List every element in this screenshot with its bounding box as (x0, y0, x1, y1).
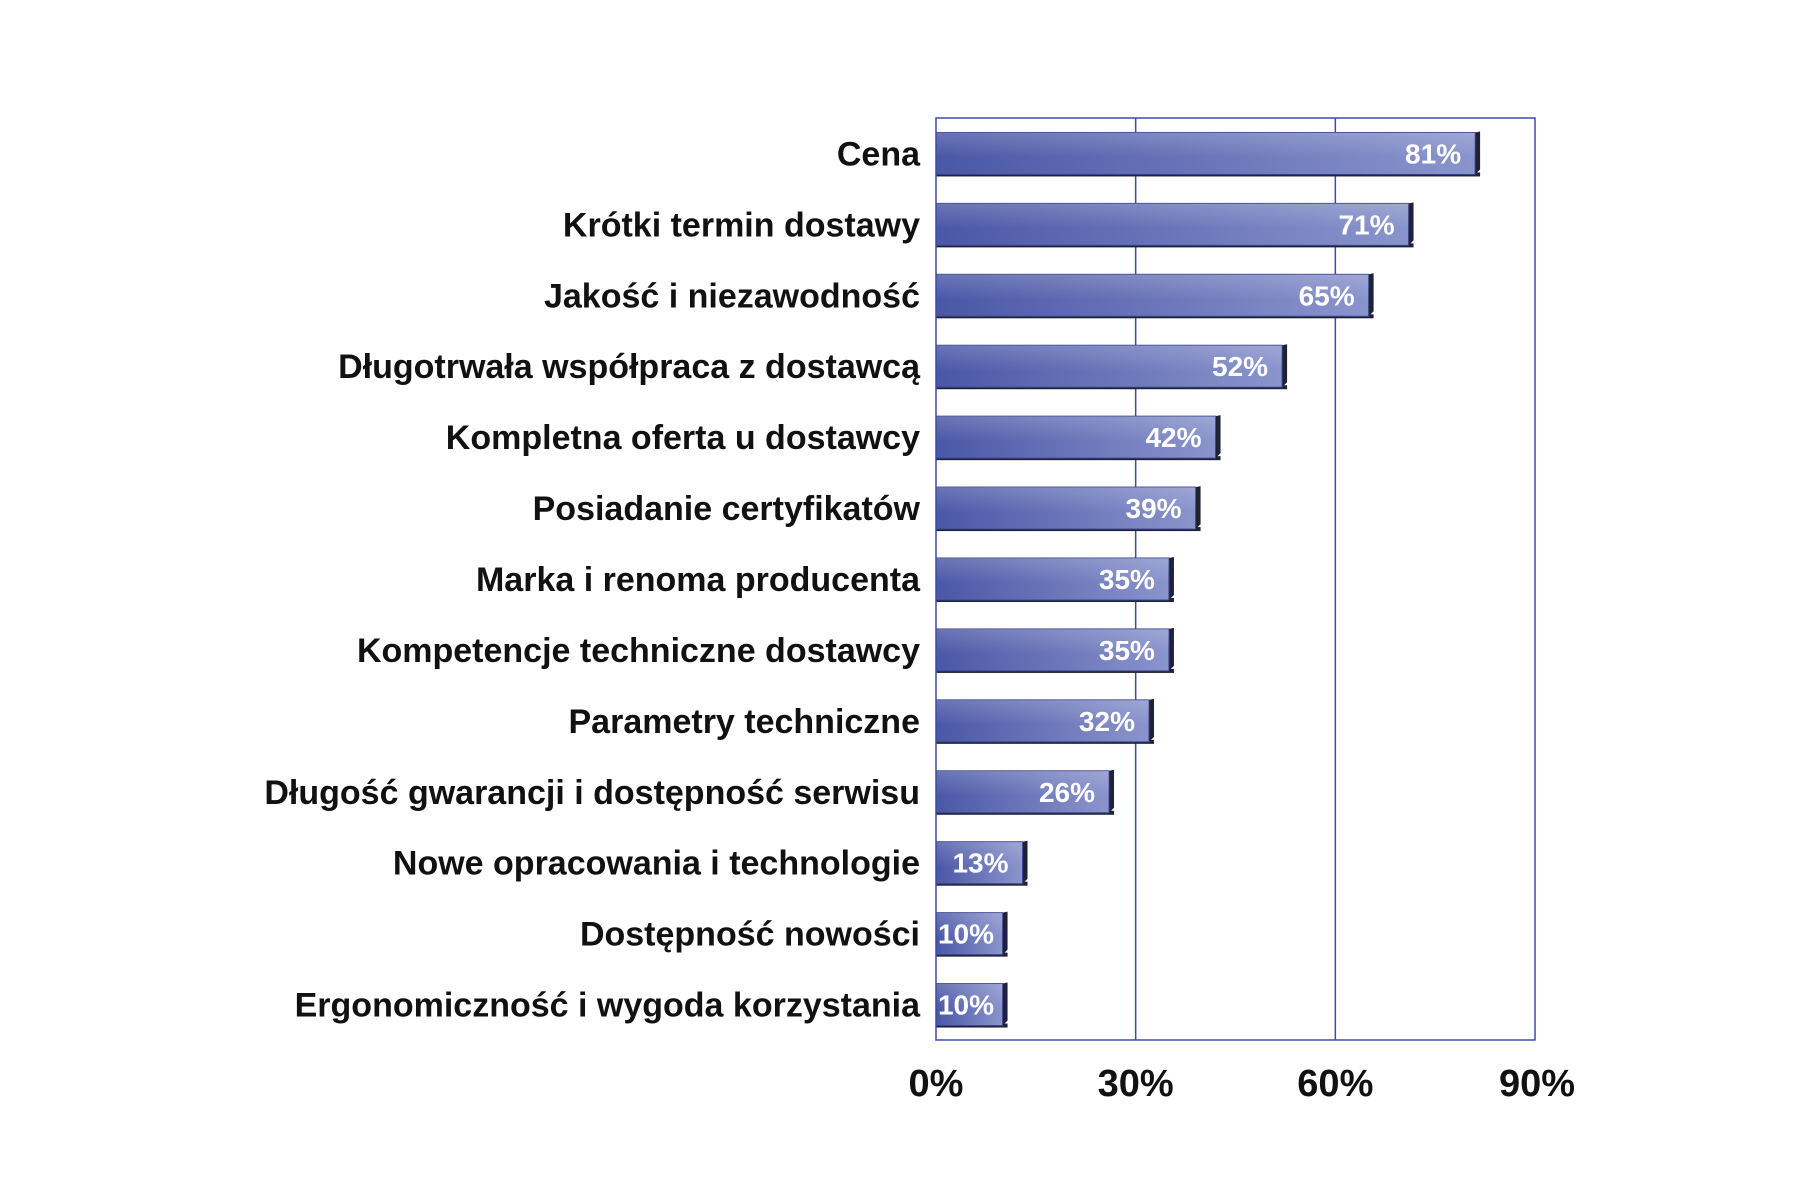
bar-1: 81% (935, 131, 1481, 177)
bar-shine (936, 983, 1003, 1026)
x-tick-label: 30% (1098, 1063, 1174, 1105)
bar-shine (936, 487, 1196, 530)
category-label: Długość gwarancji i dostępność serwisu (264, 774, 920, 812)
value-label: 10% (938, 919, 994, 950)
category-label: Marka i renoma producenta (476, 561, 921, 599)
value-label: 26% (1039, 777, 1095, 808)
value-label: 52% (1212, 351, 1268, 382)
value-label: 35% (1099, 635, 1155, 666)
bar-12: 10% (935, 911, 1008, 957)
value-label: 42% (1145, 422, 1201, 453)
category-label: Posiadanie certyfikatów (533, 490, 921, 528)
bar-shine (936, 416, 1216, 459)
value-label: 71% (1338, 209, 1394, 240)
value-label: 39% (1126, 493, 1182, 524)
value-label: 10% (938, 990, 994, 1021)
value-label: 81% (1405, 138, 1461, 169)
category-label: Cena (837, 135, 921, 173)
category-label: Ergonomiczność i wygoda korzystania (295, 987, 921, 1025)
value-label: 32% (1079, 706, 1135, 737)
bar-11: 13% (935, 840, 1028, 886)
bar-shine (936, 274, 1369, 317)
bar-shine (936, 699, 1149, 742)
bar-3: 65% (935, 273, 1374, 319)
bar-shine (936, 628, 1169, 671)
bar-9: 32% (935, 698, 1154, 744)
value-label: 13% (952, 848, 1008, 879)
bar-shine (936, 841, 1023, 884)
value-label: 35% (1099, 564, 1155, 595)
category-label: Kompetencje techniczne dostawcy (357, 632, 920, 670)
x-axis-ticks: 0% 30% 60% 90% (909, 1063, 1575, 1105)
bar-shine (936, 912, 1003, 955)
category-label: Krótki termin dostawy (563, 206, 920, 244)
bars: 81% 71% 65% 52% 42% 39% 35% 35% 32% 26% 13% 10% 10% (935, 131, 1481, 1028)
bar-shine (936, 558, 1169, 600)
bar-4: 52% (935, 344, 1288, 390)
x-tick-label: 60% (1297, 1063, 1373, 1105)
bar-6: 39% (935, 486, 1201, 532)
category-label: Dostępność nowości (580, 916, 920, 954)
bar-5: 42% (935, 415, 1221, 461)
category-label: Jakość i niezawodność (544, 277, 920, 315)
x-tick-label: 90% (1499, 1063, 1575, 1105)
bar-shine (936, 770, 1110, 813)
bar-7: 35% (935, 557, 1174, 602)
bar-8: 35% (935, 627, 1174, 673)
category-label: Kompletna oferta u dostawcy (446, 419, 920, 457)
category-label: Długotrwała współpraca z dostawcą (338, 348, 921, 386)
plot-frame (935, 117, 1536, 1041)
category-label: Parametry techniczne (569, 703, 921, 741)
category-label: Nowe opracowania i technologie (393, 845, 920, 883)
bar-13: 10% (935, 982, 1008, 1028)
x-tick-label: 0% (909, 1063, 964, 1105)
bar-shine (936, 203, 1409, 246)
category-labels: Cena Krótki termin dostawy Jakość i niezaw… (264, 135, 921, 1024)
value-label: 65% (1299, 280, 1355, 311)
bar-2: 71% (935, 202, 1414, 248)
bar-shine (936, 345, 1283, 388)
bar-10: 26% (935, 769, 1115, 815)
bar-shine (936, 132, 1476, 175)
